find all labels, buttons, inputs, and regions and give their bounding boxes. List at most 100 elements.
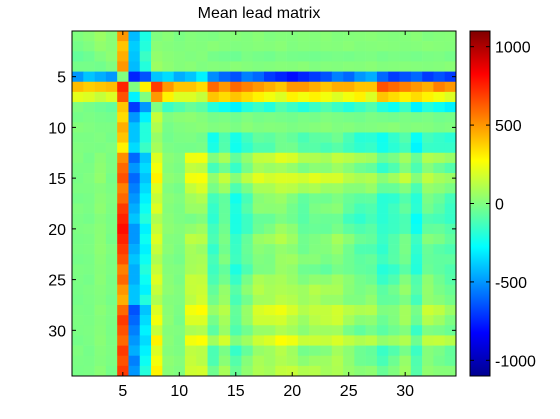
heatmap-cell xyxy=(444,81,457,93)
heatmap-cell xyxy=(94,112,107,123)
heatmap-cell xyxy=(264,274,276,285)
heatmap-cell xyxy=(207,132,220,143)
heatmap-cell xyxy=(184,233,197,245)
heatmap-cell xyxy=(184,304,197,316)
heatmap-cell xyxy=(422,325,434,336)
colorbar-tick-label: 500 xyxy=(495,118,522,135)
heatmap-cell xyxy=(117,41,129,52)
heatmap-cell xyxy=(139,284,152,296)
heatmap-cell xyxy=(331,284,344,296)
heatmap-cell xyxy=(320,142,333,154)
heatmap-cell xyxy=(139,112,152,123)
heatmap-cell xyxy=(83,284,95,296)
heatmap-cell xyxy=(173,183,186,194)
heatmap-cell xyxy=(94,244,107,255)
heatmap-cell xyxy=(275,91,287,103)
heatmap-cell xyxy=(196,335,208,346)
heatmap-cell xyxy=(275,31,287,42)
heatmap-cell xyxy=(388,142,400,154)
heatmap-cell xyxy=(354,203,366,214)
heatmap-cell xyxy=(105,81,118,93)
heatmap-cell xyxy=(286,183,299,194)
heatmap-cell xyxy=(433,142,445,154)
heatmap-cell xyxy=(105,173,118,184)
heatmap-cell xyxy=(151,102,163,113)
heatmap-cell xyxy=(354,254,366,265)
heatmap-cell xyxy=(286,173,299,184)
heatmap-cell xyxy=(444,31,457,42)
heatmap-cell xyxy=(365,142,378,154)
heatmap-cell xyxy=(207,335,220,346)
heatmap-cell xyxy=(139,304,152,316)
heatmap-cell xyxy=(365,244,378,255)
heatmap-cell xyxy=(275,274,287,285)
heatmap-cell xyxy=(320,102,333,113)
heatmap-cell xyxy=(343,183,355,194)
heatmap-cell xyxy=(196,142,208,154)
heatmap-cell xyxy=(275,335,287,346)
heatmap-cell xyxy=(309,193,321,204)
heatmap-cell xyxy=(173,31,186,42)
heatmap-cell xyxy=(139,193,152,204)
heatmap-cell xyxy=(275,152,287,164)
heatmap-cell xyxy=(410,233,423,245)
heatmap-cell xyxy=(218,81,231,93)
heatmap-cell xyxy=(128,61,141,72)
heatmap-cell xyxy=(422,365,434,377)
heatmap-cell xyxy=(196,315,208,326)
heatmap-cell xyxy=(151,81,163,93)
heatmap-cell xyxy=(354,132,366,143)
heatmap-cell xyxy=(207,31,220,42)
heatmap-cell xyxy=(173,213,186,225)
heatmap-cell xyxy=(241,61,253,72)
heatmap-cell xyxy=(331,365,344,377)
heatmap-cell xyxy=(128,193,141,204)
heatmap-cell xyxy=(354,365,366,377)
heatmap-cell xyxy=(105,335,118,346)
heatmap-cell xyxy=(72,173,84,184)
heatmap-cell xyxy=(422,193,434,204)
x-tick-label: 5 xyxy=(118,383,127,400)
heatmap-cell xyxy=(264,233,276,245)
heatmap-cell xyxy=(83,274,95,285)
heatmap-cell xyxy=(399,264,412,275)
heatmap-cell xyxy=(117,284,129,296)
heatmap-cell xyxy=(252,71,265,83)
heatmap-cell xyxy=(72,61,84,72)
heatmap-cell xyxy=(173,91,186,103)
heatmap-cell xyxy=(376,223,389,235)
heatmap-cell xyxy=(241,315,253,326)
heatmap-cell xyxy=(72,51,84,62)
heatmap-cell xyxy=(173,325,186,336)
heatmap-cell xyxy=(320,213,333,225)
heatmap-cell xyxy=(207,325,220,336)
heatmap-cell xyxy=(399,304,412,316)
heatmap-cell xyxy=(264,365,276,377)
heatmap-cell xyxy=(139,315,152,326)
heatmap-cell xyxy=(252,41,265,52)
heatmap-cell xyxy=(365,355,378,367)
heatmap-cell xyxy=(162,203,174,214)
heatmap-cell xyxy=(151,71,163,83)
heatmap-cell xyxy=(162,132,174,143)
y-tick-label: 30 xyxy=(48,323,66,340)
heatmap-cell xyxy=(354,152,366,164)
heatmap-cell xyxy=(286,71,299,83)
heatmap-cell xyxy=(331,31,344,42)
heatmap-cell xyxy=(139,213,152,225)
heatmap-cell xyxy=(309,112,321,123)
heatmap-cell xyxy=(422,264,434,275)
heatmap-cell xyxy=(94,51,107,62)
heatmap-cell xyxy=(128,365,141,377)
heatmap-cell xyxy=(286,304,299,316)
heatmap-cell xyxy=(83,173,95,184)
heatmap-cell xyxy=(286,122,299,133)
heatmap-cell xyxy=(297,304,310,316)
heatmap-cell xyxy=(162,254,174,265)
heatmap-cell xyxy=(343,213,355,225)
heatmap-cell xyxy=(331,193,344,204)
heatmap-cell xyxy=(320,284,333,296)
heatmap-cell xyxy=(286,335,299,346)
heatmap-cell xyxy=(376,142,389,154)
heatmap-cell xyxy=(252,173,265,184)
